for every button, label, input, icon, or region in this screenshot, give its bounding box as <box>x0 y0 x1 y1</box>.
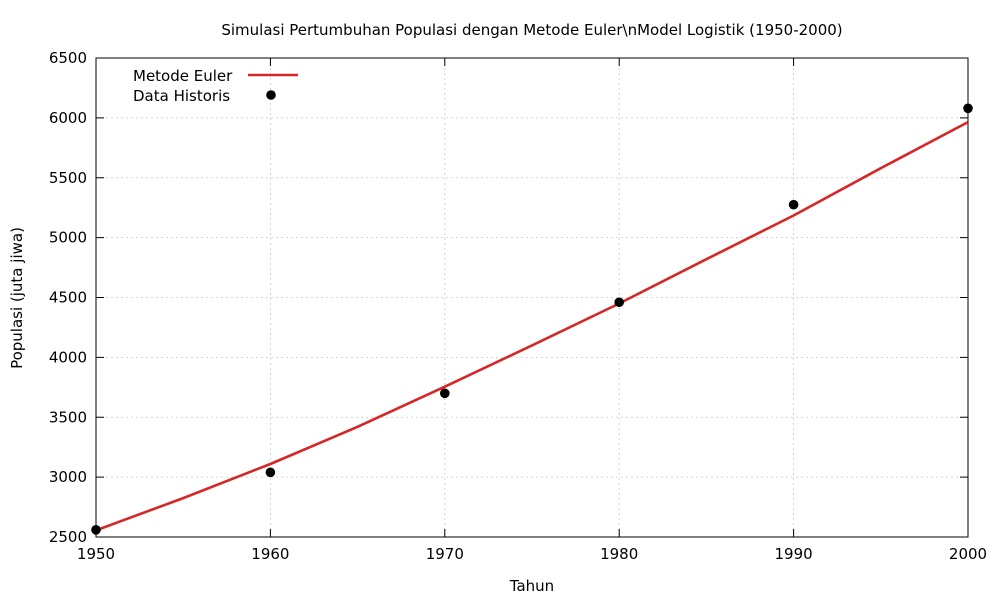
series-layer <box>91 103 973 535</box>
x-tick-label: 2000 <box>949 545 987 563</box>
y-axis-title: Populasi (juta jiwa) <box>8 227 26 369</box>
x-tick-label: 1950 <box>77 545 115 563</box>
historical-point <box>614 297 624 308</box>
y-tick-label: 5500 <box>49 169 87 187</box>
legend: Metode Euler Data Historis <box>133 67 298 105</box>
y-tick-label: 5000 <box>49 229 87 247</box>
y-tick-label: 4000 <box>49 348 87 366</box>
y-tick-label: 2500 <box>49 528 87 546</box>
y-tick-label: 3500 <box>49 408 87 426</box>
legend-label-data-historis: Data Historis <box>133 87 230 105</box>
y-tick-label: 6500 <box>49 49 87 67</box>
grid-layer <box>96 58 968 537</box>
x-tick-label: 1990 <box>775 545 813 563</box>
historical-point <box>440 388 450 399</box>
tick-layer: 1950 1960 1970 1980 1990 2000 2500 3000 3500 4000… <box>49 49 987 563</box>
x-axis-title: Tahun <box>509 577 554 595</box>
y-tick-label: 4500 <box>49 289 87 307</box>
y-tick-label: 6000 <box>49 109 87 127</box>
legend-label-metode-euler: Metode Euler <box>133 67 233 85</box>
x-tick-label: 1970 <box>426 545 464 563</box>
historical-point <box>963 103 973 114</box>
historical-point <box>788 199 799 210</box>
x-tick-label: 1960 <box>251 545 289 563</box>
chart-title: Simulasi Pertumbuhan Populasi dengan Met… <box>221 21 842 39</box>
y-tick-label: 3000 <box>49 468 87 486</box>
euler-line <box>95 120 969 532</box>
legend-point-swatch <box>266 90 276 100</box>
historical-point <box>265 467 276 478</box>
x-tick-label: 1980 <box>600 545 638 563</box>
historical-point <box>91 525 101 535</box>
